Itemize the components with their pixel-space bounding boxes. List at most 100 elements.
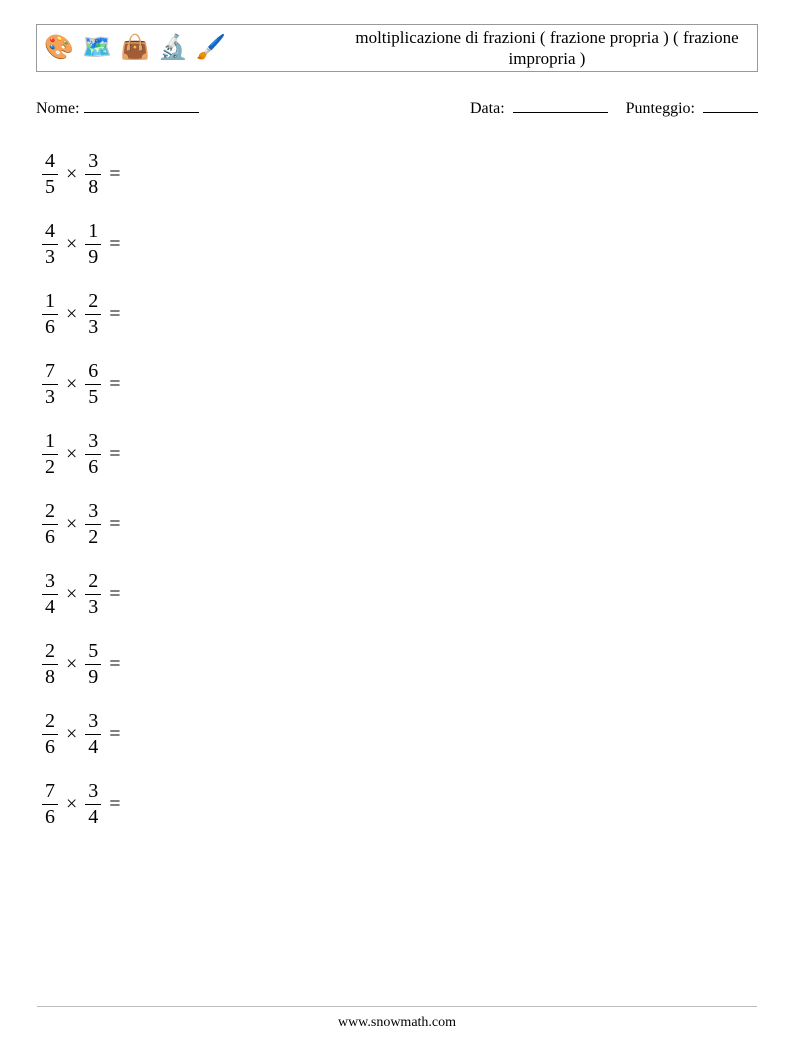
problem-row: 43×19= xyxy=(42,210,758,280)
meta-right: Data: Punteggio: xyxy=(470,96,758,118)
fraction-a-denominator: 6 xyxy=(42,317,58,338)
fraction-a-numerator: 3 xyxy=(42,571,58,592)
score-blank[interactable] xyxy=(703,96,758,113)
fraction-b: 34 xyxy=(85,781,101,828)
fraction-bar xyxy=(42,314,58,315)
problem-row: 45×38= xyxy=(42,140,758,210)
fraction-b: 65 xyxy=(85,361,101,408)
fraction-b-denominator: 8 xyxy=(85,177,101,198)
fraction-b: 19 xyxy=(85,221,101,268)
equals-sign: = xyxy=(101,653,120,676)
fraction-b: 23 xyxy=(85,571,101,618)
fraction-a-numerator: 1 xyxy=(42,431,58,452)
problem-row: 26×32= xyxy=(42,490,758,560)
fraction-a-numerator: 2 xyxy=(42,501,58,522)
equals-sign: = xyxy=(101,723,120,746)
fraction-bar xyxy=(85,454,101,455)
fraction-bar xyxy=(42,734,58,735)
name-blank[interactable] xyxy=(84,96,199,113)
fraction-b-numerator: 3 xyxy=(85,781,101,802)
fraction-bar xyxy=(85,664,101,665)
multiply-operator: × xyxy=(58,723,85,746)
map-icon: 🗺️ xyxy=(83,34,111,62)
fraction-bar xyxy=(42,384,58,385)
meta-row: Nome: Data: Punteggio: xyxy=(36,96,758,118)
name-label: Nome: xyxy=(36,100,80,118)
fraction-a-denominator: 6 xyxy=(42,807,58,828)
fraction-b-denominator: 5 xyxy=(85,387,101,408)
fraction-a-denominator: 6 xyxy=(42,737,58,758)
footer-text: www.snowmath.com xyxy=(338,1015,456,1030)
equals-sign: = xyxy=(101,303,120,326)
multiply-operator: × xyxy=(58,653,85,676)
equals-sign: = xyxy=(101,233,120,256)
header-bar: 🎨🗺️👜🔬🖌️ moltiplicazione di frazioni ( fr… xyxy=(36,24,758,72)
fraction-a-numerator: 2 xyxy=(42,711,58,732)
fraction-b-denominator: 9 xyxy=(85,247,101,268)
problem-row: 7 6×34= xyxy=(42,770,758,840)
fraction-bar xyxy=(42,804,58,805)
multiply-operator: × xyxy=(58,513,85,536)
fraction-a-numerator: 4 xyxy=(42,151,58,172)
fraction-b: 34 xyxy=(85,711,101,758)
worksheet-page: 🎨🗺️👜🔬🖌️ moltiplicazione di frazioni ( fr… xyxy=(0,0,794,1053)
date-blank[interactable] xyxy=(513,96,608,113)
fraction-bar xyxy=(42,244,58,245)
equals-sign: = xyxy=(101,163,120,186)
multiply-operator: × xyxy=(58,163,85,186)
fraction-a-denominator: 2 xyxy=(42,457,58,478)
fraction-b: 23 xyxy=(85,291,101,338)
multiply-operator: × xyxy=(58,443,85,466)
fraction-a-numerator: 7 xyxy=(42,361,58,382)
problem-row: 26×34= xyxy=(42,700,758,770)
fraction-bar xyxy=(85,314,101,315)
fraction-bar xyxy=(42,454,58,455)
fraction-bar xyxy=(42,524,58,525)
fraction-a: 12 xyxy=(42,431,58,478)
fraction-a-denominator: 3 xyxy=(42,387,58,408)
page-footer: www.snowmath.com xyxy=(0,1006,794,1031)
fraction-bar xyxy=(85,244,101,245)
fraction-bar xyxy=(42,594,58,595)
fraction-bar xyxy=(85,734,101,735)
equals-sign: = xyxy=(101,373,120,396)
problem-row: 2 8×59= xyxy=(42,630,758,700)
fraction-b: 59 xyxy=(85,641,101,688)
problem-row: 7 3×65= xyxy=(42,350,758,420)
fraction-b-numerator: 2 xyxy=(85,291,101,312)
fraction-a: 16 xyxy=(42,291,58,338)
score-field-group: Punteggio: xyxy=(626,96,758,118)
fraction-b-numerator: 2 xyxy=(85,571,101,592)
multiply-operator: × xyxy=(58,583,85,606)
multiply-operator: × xyxy=(58,793,85,816)
footer-divider xyxy=(37,1006,757,1007)
fraction-a-denominator: 4 xyxy=(42,597,58,618)
equals-sign: = xyxy=(101,513,120,536)
fraction-b-denominator: 3 xyxy=(85,317,101,338)
multiply-operator: × xyxy=(58,303,85,326)
multiply-operator: × xyxy=(58,373,85,396)
fraction-a: 26 xyxy=(42,711,58,758)
fraction-a-numerator: 2 xyxy=(42,641,58,662)
fraction-b-denominator: 3 xyxy=(85,597,101,618)
fraction-a: 26 xyxy=(42,501,58,548)
equals-sign: = xyxy=(101,793,120,816)
fraction-b-denominator: 4 xyxy=(85,737,101,758)
fraction-bar xyxy=(42,664,58,665)
fraction-b: 38 xyxy=(85,151,101,198)
fraction-a: 43 xyxy=(42,221,58,268)
fraction-a-numerator: 7 xyxy=(42,781,58,802)
fraction-b-denominator: 2 xyxy=(85,527,101,548)
fraction-bar xyxy=(85,384,101,385)
header-icon-strip: 🎨🗺️👜🔬🖌️ xyxy=(37,34,225,62)
fraction-a-denominator: 3 xyxy=(42,247,58,268)
fraction-a: 34 xyxy=(42,571,58,618)
fraction-b: 32 xyxy=(85,501,101,548)
fraction-b-numerator: 3 xyxy=(85,431,101,452)
fraction-a-denominator: 5 xyxy=(42,177,58,198)
fraction-b-denominator: 6 xyxy=(85,457,101,478)
fraction-a-denominator: 8 xyxy=(42,667,58,688)
fraction-a: 45 xyxy=(42,151,58,198)
fraction-bar xyxy=(85,804,101,805)
brush-icon: 🖌️ xyxy=(197,34,225,62)
